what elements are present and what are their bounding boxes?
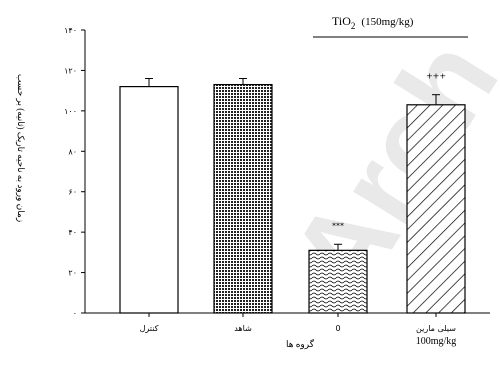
y-tick-label: ۶۰ <box>68 188 77 197</box>
significance-marker: +++ <box>426 72 446 81</box>
y-tick-label: ۱۰۰ <box>64 107 77 116</box>
y-tick-label: ۸۰ <box>68 147 77 156</box>
y-tick-label: ۰ <box>73 309 77 318</box>
bar <box>308 249 368 314</box>
x-axis-title: گروه ها <box>286 338 315 350</box>
y-tick-label: ۱۴۰ <box>64 26 77 35</box>
y-tick-label: ۱۲۰ <box>64 66 77 75</box>
significance-marker: *** <box>332 221 344 230</box>
x-tick-label: 0 <box>335 324 340 333</box>
y-tick-label: ۲۰ <box>68 269 77 278</box>
y-axis-title: زمان ورود به ناحیه تاریک (ثانیه) بر حسب <box>15 74 26 222</box>
x-tick-sublabel: 100mg/kg <box>416 336 457 347</box>
x-tick-label: سیلی مارین <box>416 324 456 333</box>
bars: *** +++ <box>119 72 466 314</box>
treatment-label: TiO2 (150mg/kg) <box>332 14 414 31</box>
bar <box>213 83 273 314</box>
y-ticks: ۰ ۲۰ ۴۰ ۶۰ ۸۰ ۱۰۰ ۱۲۰ ۱۴۰ <box>64 26 85 318</box>
bar <box>406 104 466 314</box>
x-tick-labels: کنترل شاهد 0 سیلی مارین 100mg/kg <box>140 313 457 347</box>
treatment-name: TiO <box>332 14 351 28</box>
y-tick-label: ۴۰ <box>68 228 77 237</box>
treatment-subscript: 2 <box>351 21 356 31</box>
bar <box>119 85 179 314</box>
treatment-dose: (150mg/kg) <box>361 16 413 28</box>
x-tick-label: کنترل <box>140 324 159 333</box>
x-tick-label: شاهد <box>234 324 252 333</box>
